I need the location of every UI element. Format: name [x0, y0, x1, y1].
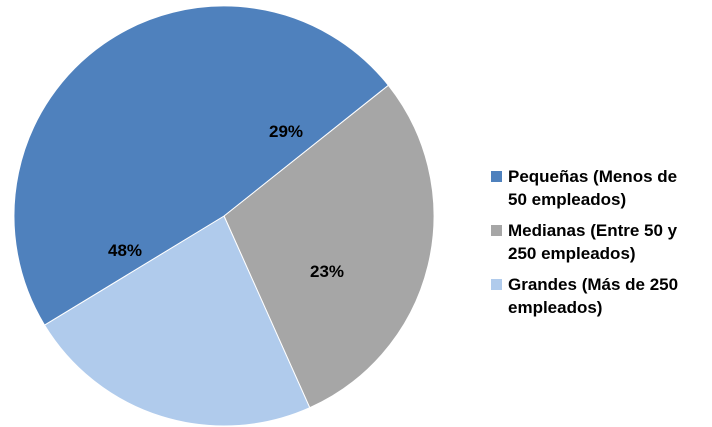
- legend-item-medianas: Medianas (Entre 50 y 250 empleados): [491, 219, 712, 265]
- pie-slices: [13, 5, 435, 427]
- pie-slice-grandes: [43, 215, 311, 427]
- data-label-medianas: 29%: [269, 122, 303, 141]
- legend-item-pequenas: Pequeñas (Menos de 50 empleados): [491, 165, 712, 211]
- legend-swatch-grandes: [491, 279, 502, 290]
- legend-item-grandes: Grandes (Más de 250 empleados): [491, 273, 712, 319]
- pie-data-labels: 48% 29% 23%: [108, 122, 344, 281]
- data-label-grandes: 23%: [310, 262, 344, 281]
- legend-label-pequenas: Pequeñas (Menos de 50 empleados): [508, 167, 678, 209]
- legend-label-medianas: Medianas (Entre 50 y 250 empleados): [508, 221, 678, 263]
- legend-swatch-medianas: [491, 225, 502, 236]
- pie-slice-pequenas: [13, 5, 390, 326]
- legend: Pequeñas (Menos de 50 empleados) Mediana…: [491, 165, 712, 327]
- data-label-pequenas: 48%: [108, 241, 142, 260]
- legend-label-grandes: Grandes (Más de 250 empleados): [508, 275, 679, 317]
- pie-slice-medianas: [223, 84, 435, 409]
- legend-swatch-pequenas: [491, 171, 502, 182]
